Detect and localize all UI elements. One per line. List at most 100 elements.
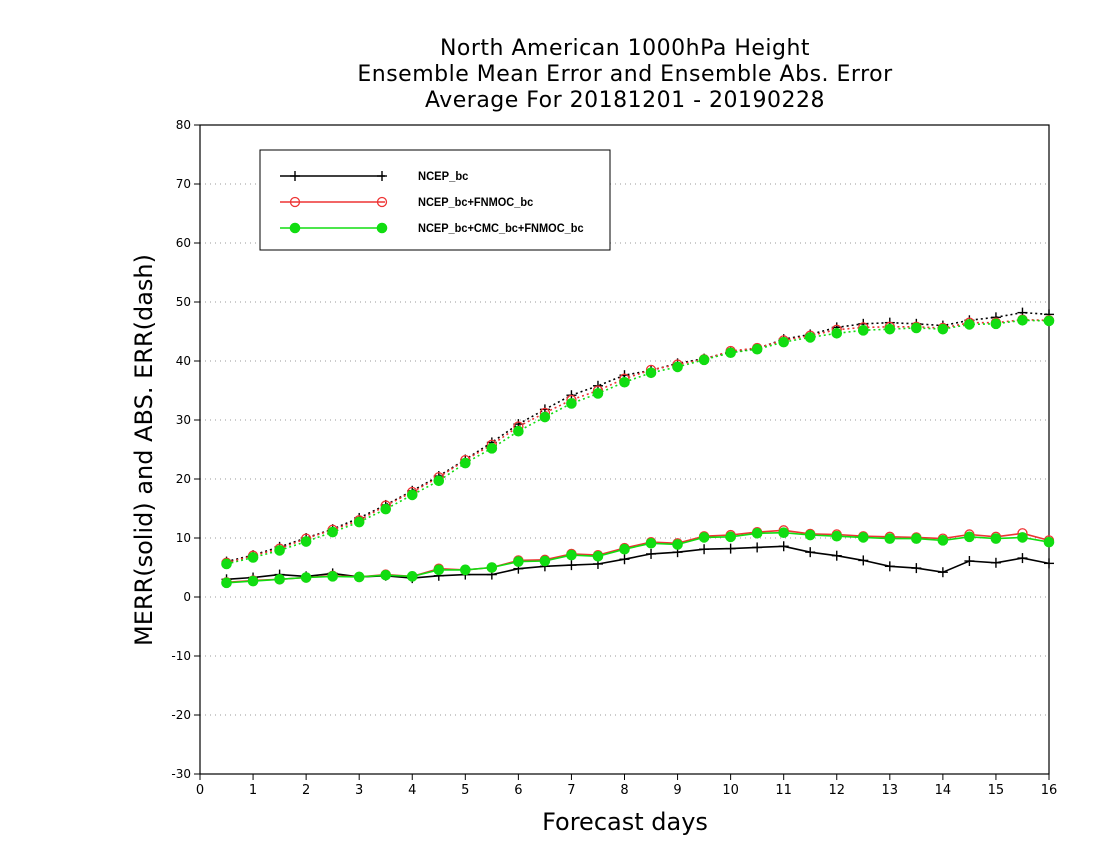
legend-marker-end-0 <box>377 171 387 181</box>
y-tick-label-4: 10 <box>176 531 191 545</box>
series-ncep-bc-fnmoc-bc-abs-err-line <box>226 318 1050 564</box>
point-ncep-bc-cmc-bc-fnmoc-bc-abs-err-26 <box>911 322 922 334</box>
point-ncep-bc-cmc-bc-fnmoc-bc-abs-err-30 <box>1017 314 1028 326</box>
point-ncep-bc-cmc-bc-fnmoc-bc-abs-err-22 <box>804 332 816 343</box>
point-ncep-bc-cmc-bc-fnmoc-bc-abs-err-2 <box>274 545 285 556</box>
legend-label-1: NCEP_bc+FNMOC_bc <box>418 195 533 209</box>
chart-title-line-1: North American 1000hPa Height <box>439 36 811 61</box>
point-ncep-bc-merr-29 <box>990 557 1001 568</box>
point-ncep-bc-cmc-bc-fnmoc-bc-merr-4 <box>327 571 338 582</box>
point-ncep-bc-cmc-bc-fnmoc-bc-abs-err-18 <box>698 354 710 366</box>
point-ncep-bc-cmc-bc-fnmoc-bc-merr-10 <box>486 562 498 573</box>
point-ncep-bc-merr-22 <box>805 547 816 558</box>
point-ncep-bc-cmc-bc-fnmoc-bc-merr-28 <box>964 531 975 543</box>
point-ncep-bc-cmc-bc-fnmoc-bc-merr-1 <box>247 575 259 587</box>
x-tick-label-0: 0 <box>196 783 204 798</box>
point-ncep-bc-merr-27 <box>937 567 948 578</box>
y-tick-label-7: 40 <box>176 354 191 368</box>
point-ncep-bc-cmc-bc-fnmoc-bc-merr-16 <box>645 538 657 549</box>
legend-marker-start-1 <box>289 196 301 208</box>
legend-label-0: NCEP_bc <box>418 169 469 183</box>
legend-marker-start-0 <box>290 171 300 181</box>
point-ncep-bc-cmc-bc-fnmoc-bc-merr-25 <box>884 533 896 544</box>
point-ncep-bc-cmc-bc-fnmoc-bc-merr-18 <box>698 532 710 543</box>
chart-title-line-2: Ensemble Mean Error and Ensemble Abs. Er… <box>357 62 893 87</box>
point-ncep-bc-merr-28 <box>964 556 975 567</box>
point-ncep-bc-cmc-bc-fnmoc-bc-abs-err-28 <box>964 319 975 330</box>
point-ncep-bc-cmc-bc-fnmoc-bc-abs-err-17 <box>672 361 683 373</box>
x-tick-label-7: 7 <box>567 783 575 798</box>
point-ncep-bc-cmc-bc-fnmoc-bc-abs-err-3 <box>300 536 312 547</box>
point-ncep-bc-cmc-bc-fnmoc-bc-merr-20 <box>751 527 763 539</box>
point-ncep-bc-cmc-bc-fnmoc-bc-abs-err-11 <box>513 425 524 437</box>
y-tick-label-2: -10 <box>171 649 191 663</box>
y-tick-label-5: 20 <box>176 472 191 486</box>
point-ncep-bc-cmc-bc-fnmoc-bc-merr-22 <box>804 529 816 541</box>
point-ncep-bc-cmc-bc-fnmoc-bc-abs-err-31 <box>1043 315 1055 327</box>
point-ncep-bc-merr-31 <box>1044 558 1054 569</box>
point-ncep-bc-cmc-bc-fnmoc-bc-merr-5 <box>353 571 365 583</box>
y-tick-label-1: -20 <box>171 708 191 722</box>
point-ncep-bc-cmc-bc-fnmoc-bc-abs-err-1 <box>247 552 259 563</box>
x-tick-label-13: 13 <box>882 783 899 798</box>
point-ncep-bc-cmc-bc-fnmoc-bc-merr-3 <box>300 572 312 583</box>
x-tick-label-15: 15 <box>988 783 1005 798</box>
point-ncep-bc-cmc-bc-fnmoc-bc-merr-27 <box>937 535 949 546</box>
point-ncep-bc-merr-26 <box>911 563 922 574</box>
point-ncep-bc-cmc-bc-fnmoc-bc-abs-err-13 <box>566 398 577 409</box>
point-ncep-bc-cmc-bc-fnmoc-bc-merr-30 <box>1017 532 1028 543</box>
point-ncep-bc-merr-18 <box>699 544 710 555</box>
x-tick-label-3: 3 <box>355 783 363 798</box>
point-ncep-bc-cmc-bc-fnmoc-bc-merr-0 <box>221 577 232 589</box>
point-ncep-bc-cmc-bc-fnmoc-bc-abs-err-6 <box>380 503 392 515</box>
point-ncep-bc-merr-19 <box>725 543 736 554</box>
point-ncep-bc-cmc-bc-fnmoc-bc-merr-31 <box>1043 536 1055 548</box>
x-tick-label-11: 11 <box>775 783 792 798</box>
point-ncep-bc-cmc-bc-fnmoc-bc-abs-err-0 <box>221 558 232 570</box>
point-ncep-bc-cmc-bc-fnmoc-bc-abs-err-8 <box>433 475 445 487</box>
point-ncep-bc-cmc-bc-fnmoc-bc-abs-err-5 <box>353 516 365 528</box>
point-ncep-bc-cmc-bc-fnmoc-bc-abs-err-21 <box>778 336 789 348</box>
legend-marker-end-1 <box>376 196 388 208</box>
point-ncep-bc-cmc-bc-fnmoc-bc-merr-24 <box>857 532 869 543</box>
chart-title-line-3: Average For 20181201 - 20190228 <box>424 88 826 113</box>
point-ncep-bc-cmc-bc-fnmoc-bc-abs-err-29 <box>990 318 1002 330</box>
y-tick-label-11: 80 <box>176 118 191 132</box>
y-tick-label-8: 50 <box>176 295 191 309</box>
point-ncep-bc-cmc-bc-fnmoc-bc-merr-23 <box>831 530 843 542</box>
point-ncep-bc-cmc-bc-fnmoc-bc-abs-err-10 <box>486 443 498 454</box>
point-ncep-bc-cmc-bc-fnmoc-bc-abs-err-16 <box>645 367 657 379</box>
x-tick-label-8: 8 <box>620 783 628 798</box>
point-ncep-bc-merr-25 <box>884 561 895 572</box>
point-ncep-bc-cmc-bc-fnmoc-bc-abs-err-19 <box>725 347 736 359</box>
series-ncep-bc-merr-line <box>226 545 1050 581</box>
point-ncep-bc-merr-16 <box>646 548 657 559</box>
legend: NCEP_bc NCEP_bc+FNMOC_bc NCEP_bc+CMC_bc+FN… <box>259 149 611 251</box>
point-ncep-bc-cmc-bc-fnmoc-bc-abs-err-12 <box>539 411 551 423</box>
point-ncep-bc-cmc-bc-fnmoc-bc-merr-11 <box>513 556 524 567</box>
point-ncep-bc-merr-23 <box>831 550 842 561</box>
point-ncep-bc-cmc-bc-fnmoc-bc-merr-13 <box>566 549 577 561</box>
point-ncep-bc-cmc-bc-fnmoc-bc-merr-15 <box>619 543 630 555</box>
series-ncep-bc-abs-err-line <box>226 311 1050 563</box>
point-ncep-bc-cmc-bc-fnmoc-bc-abs-err-24 <box>857 325 869 336</box>
point-ncep-bc-cmc-bc-fnmoc-bc-merr-8 <box>433 564 445 576</box>
point-ncep-bc-cmc-bc-fnmoc-bc-abs-err-15 <box>619 376 630 388</box>
y-tick-label-0: -30 <box>171 767 191 781</box>
point-ncep-bc-merr-15 <box>619 554 630 565</box>
y-tick-label-6: 30 <box>176 413 191 427</box>
x-tick-label-2: 2 <box>302 783 310 798</box>
point-ncep-bc-cmc-bc-fnmoc-bc-abs-err-7 <box>406 489 418 501</box>
point-ncep-bc-cmc-bc-fnmoc-bc-abs-err-27 <box>937 323 949 335</box>
x-tick-label-14: 14 <box>935 783 952 798</box>
point-ncep-bc-merr-24 <box>858 555 869 566</box>
point-ncep-bc-merr-21 <box>778 541 789 552</box>
point-ncep-bc-merr-13 <box>566 560 577 571</box>
x-tick-label-9: 9 <box>673 783 681 798</box>
x-tick-label-6: 6 <box>514 783 522 798</box>
legend-box <box>259 149 611 251</box>
point-ncep-bc-cmc-bc-fnmoc-bc-abs-err-4 <box>327 526 338 538</box>
point-ncep-bc-merr-30 <box>1017 553 1028 564</box>
y-tick-label-3: 0 <box>183 590 191 604</box>
